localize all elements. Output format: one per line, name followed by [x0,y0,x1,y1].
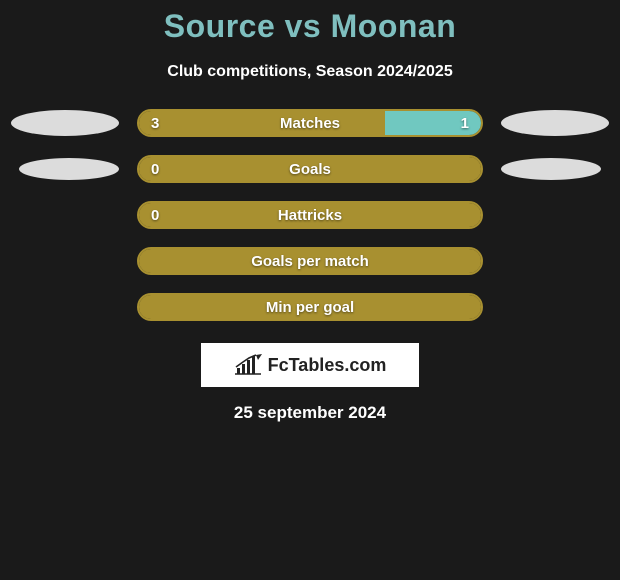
stat-bar: 3 Matches 1 [137,109,483,137]
brand-box: FcTables.com [201,343,419,387]
vs-label: vs [285,8,322,44]
player2-name: Moonan [331,8,457,44]
player2-avatar [501,158,601,180]
stat-label: Min per goal [139,295,481,319]
subtitle: Club competitions, Season 2024/2025 [0,63,620,81]
stat-bar: Min per goal [137,293,483,321]
stat-bar: 0 Hattricks [137,201,483,229]
chart-icon [234,354,264,376]
stat-row-hattricks: 0 Hattricks [0,201,620,229]
player1-avatar [19,158,119,180]
player1-avatar [11,110,119,136]
stat-label: Goals [139,157,481,181]
brand-label: FcTables.com [268,355,387,376]
stat-bar: Goals per match [137,247,483,275]
stat-row-goals: 0 Goals [0,155,620,183]
comparison-card: Source vs Moonan Club competitions, Seas… [0,0,620,423]
stat-value-right: 1 [461,111,469,135]
stat-row-mpg: Min per goal [0,293,620,321]
date-label: 25 september 2024 [0,403,620,423]
stat-row-gpm: Goals per match [0,247,620,275]
stat-label: Hattricks [139,203,481,227]
player1-name: Source [164,8,275,44]
stat-bar: 0 Goals [137,155,483,183]
player2-avatar [501,110,609,136]
stat-label: Goals per match [139,249,481,273]
stat-rows: 3 Matches 1 0 Goals 0 Hattricks [0,109,620,321]
title: Source vs Moonan [0,8,620,45]
stat-row-matches: 3 Matches 1 [0,109,620,137]
stat-label: Matches [139,111,481,135]
